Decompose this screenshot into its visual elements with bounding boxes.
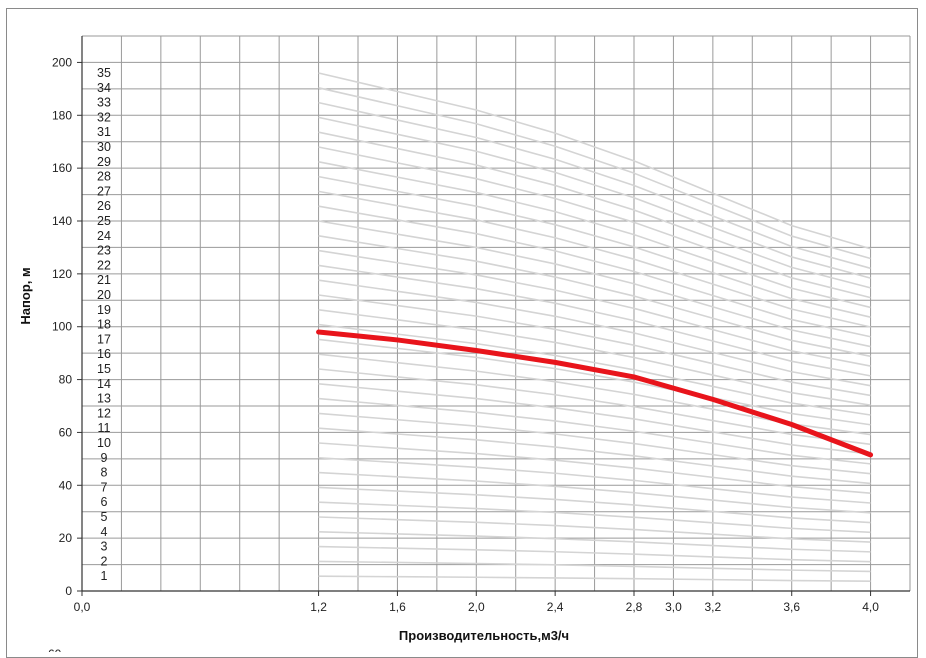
stage-curve-20 (318, 294, 871, 397)
curve-label-17: 17 (97, 332, 111, 346)
y-tick-label: 60 (59, 425, 73, 439)
curve-label-16: 16 (97, 347, 111, 361)
stage-curve-30 (318, 146, 871, 299)
stage-curve-7 (318, 486, 871, 524)
curve-label-8: 8 (101, 466, 108, 480)
curve-label-31: 31 (97, 125, 111, 139)
curve-label-32: 32 (97, 110, 111, 124)
curve-label-27: 27 (97, 184, 111, 198)
stage-curve-11 (318, 427, 871, 485)
stage-curve-18 (318, 323, 871, 416)
y-tick-label: 100 (52, 320, 72, 334)
x-tick-label: 4,0 (862, 600, 879, 614)
stage-curve-8 (318, 471, 871, 514)
x-tick-label: 1,6 (389, 600, 406, 614)
stage-curve-5 (318, 516, 871, 543)
curve-label-2: 2 (101, 554, 108, 568)
stage-curve-27 (318, 190, 871, 328)
y-tick-label: 140 (52, 214, 72, 228)
x-tick-label: 0,0 (74, 600, 91, 614)
stage-curve-13 (318, 397, 871, 465)
stage-curve-15 (318, 368, 871, 446)
stage-curve-25 (318, 220, 871, 348)
stage-curve-12 (318, 412, 871, 475)
axes: 0,0 1,2 1,6 2,0 2,4 2,8 3,0 3,2 3,6 4,0 0 20 40 60 80 1… (52, 36, 910, 614)
stage-curve-26 (318, 205, 871, 338)
curve-label-29: 29 (97, 155, 111, 169)
stage-curve-31 (318, 131, 871, 289)
curve-label-20: 20 (97, 288, 111, 302)
curve-label-18: 18 (97, 318, 111, 332)
grid (81, 35, 911, 592)
stage-curve-19 (318, 309, 871, 406)
curve-label-11: 11 (98, 421, 111, 435)
curve-label-21: 21 (97, 273, 111, 287)
x-tick-label: 3,6 (783, 600, 800, 614)
curve-label-3: 3 (101, 540, 108, 554)
y-tick-label: 200 (52, 55, 72, 69)
stage-curve-29 (318, 161, 871, 309)
curve-label-7: 7 (101, 480, 108, 494)
curve-label-4: 4 (101, 525, 108, 539)
stage-curve-34 (318, 87, 871, 260)
y-tick-label: 40 (59, 478, 73, 492)
stage-curve-2 (318, 560, 871, 573)
stage-curve-32 (318, 116, 871, 279)
curve-label-25: 25 (97, 214, 111, 228)
curve-labels: 1234567891011121314151617181920212223242… (97, 66, 111, 583)
stage-curve-1 (318, 575, 871, 583)
y-tick-label: 120 (52, 267, 72, 281)
x-tick-label: 1,2 (310, 600, 327, 614)
stage-curve-23 (318, 249, 871, 367)
x-tick-label: 3,0 (665, 600, 682, 614)
stage-curve-6 (318, 501, 871, 534)
curve-label-24: 24 (97, 229, 111, 243)
stage-curve-9 (318, 457, 871, 504)
y-axis-title: Напор, м (18, 267, 33, 324)
curve-label-19: 19 (97, 303, 111, 317)
x-tick-label: 2,0 (468, 600, 485, 614)
x-tick-label: 2,4 (547, 600, 564, 614)
x-tick-label: 3,2 (705, 600, 722, 614)
curve-label-23: 23 (97, 244, 111, 258)
x-axis-title: Производительность,м3/ч (399, 628, 569, 643)
y-tick-label: 160 (52, 161, 72, 175)
stage-curve-3 (318, 545, 871, 563)
curve-label-33: 33 (97, 96, 111, 110)
curve-label-35: 35 (97, 66, 111, 80)
curve-label-12: 12 (97, 406, 111, 420)
curve-label-1: 1 (101, 569, 108, 583)
y-tick-label: 80 (59, 373, 73, 387)
curve-label-22: 22 (97, 258, 111, 272)
curve-label-34: 34 (97, 81, 111, 95)
curve-label-9: 9 (101, 451, 108, 465)
stage-curve-28 (318, 175, 871, 318)
x-tick-label: 2,8 (626, 600, 643, 614)
stage-curve-14 (318, 383, 871, 455)
curve-label-13: 13 (97, 392, 111, 406)
highlighted-curve-17 (316, 329, 874, 458)
curve-label-15: 15 (97, 362, 111, 376)
stage-curve-24 (318, 235, 871, 358)
stage-curve-21 (318, 279, 871, 387)
curve-label-14: 14 (97, 377, 111, 391)
stage-curve-35 (318, 72, 871, 250)
stage-curve-22 (318, 264, 871, 377)
y-tick-label: 180 (52, 108, 72, 122)
highlight-curve (316, 329, 874, 458)
stage-curve-17 (318, 338, 871, 426)
y-tick-label: 0 (65, 584, 72, 598)
next-chart-tick: 60 (48, 647, 62, 652)
curve-label-5: 5 (101, 510, 108, 524)
curve-label-26: 26 (97, 199, 111, 213)
curve-label-10: 10 (97, 436, 111, 450)
curve-label-28: 28 (97, 170, 111, 184)
y-tick-label: 20 (59, 531, 73, 545)
stage-curve-33 (318, 101, 871, 270)
stage-curve-4 (318, 531, 871, 553)
curve-label-6: 6 (101, 495, 108, 509)
curve-label-30: 30 (97, 140, 111, 154)
stage-curve-10 (318, 442, 871, 495)
